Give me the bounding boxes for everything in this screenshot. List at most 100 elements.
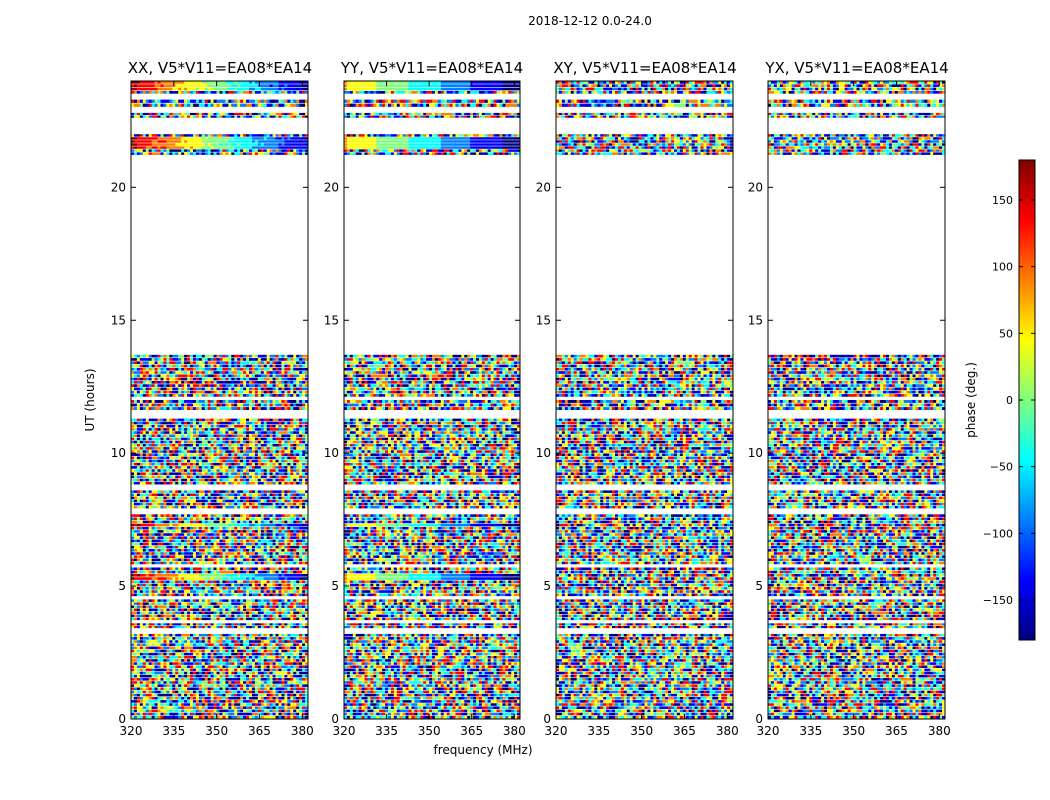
heatmap-cell bbox=[272, 552, 276, 555]
heatmap-cell bbox=[142, 662, 147, 665]
heatmap-cell bbox=[184, 640, 188, 643]
heatmap-cell bbox=[213, 421, 217, 425]
heatmap-cell bbox=[142, 459, 147, 463]
heatmap-cell bbox=[302, 599, 306, 602]
heatmap-cell bbox=[272, 573, 276, 577]
heatmap-cell bbox=[136, 523, 141, 527]
heatmap-cell bbox=[204, 715, 208, 719]
heatmap-cell bbox=[249, 555, 253, 558]
heatmap-cell bbox=[175, 693, 179, 697]
heatmap-cell bbox=[198, 539, 203, 543]
heatmap-cell bbox=[260, 530, 265, 533]
heatmap-cell bbox=[296, 536, 300, 539]
heatmap-cell bbox=[142, 681, 147, 684]
heatmap-cell bbox=[254, 637, 259, 640]
heatmap-cell bbox=[278, 608, 282, 611]
heatmap-cell bbox=[228, 671, 232, 675]
heatmap-cell bbox=[293, 567, 297, 571]
heatmap-cell bbox=[178, 542, 182, 546]
heatmap-cell bbox=[275, 570, 279, 574]
heatmap-cell bbox=[219, 450, 223, 453]
heatmap-cell bbox=[281, 428, 285, 431]
heatmap-cell bbox=[178, 646, 182, 650]
heatmap-cell bbox=[254, 542, 259, 546]
heatmap-cell bbox=[187, 462, 191, 466]
heatmap-cell bbox=[154, 447, 158, 450]
heatmap-cell bbox=[293, 577, 297, 580]
heatmap-cell bbox=[281, 533, 285, 536]
heatmap-cell bbox=[237, 561, 241, 565]
heatmap-cell bbox=[163, 703, 167, 706]
heatmap-cell bbox=[131, 646, 135, 650]
heatmap-cell bbox=[204, 542, 208, 546]
heatmap-cell bbox=[172, 693, 176, 697]
heatmap-cell bbox=[154, 617, 158, 621]
heatmap-cell bbox=[172, 690, 176, 694]
heatmap-cell bbox=[225, 703, 229, 706]
heatmap-cell bbox=[246, 659, 250, 662]
heatmap-cell bbox=[139, 523, 144, 527]
heatmap-cell bbox=[249, 437, 253, 441]
heatmap-cell bbox=[169, 706, 173, 709]
heatmap-cell bbox=[187, 443, 191, 447]
heatmap-cell bbox=[142, 462, 147, 466]
heatmap-cell bbox=[263, 614, 267, 618]
heatmap-cell bbox=[195, 659, 200, 662]
heatmap-cell bbox=[131, 533, 135, 536]
heatmap-cell bbox=[204, 687, 208, 691]
heatmap-cell bbox=[249, 418, 253, 422]
heatmap-cell bbox=[136, 447, 141, 450]
heatmap-cell bbox=[225, 456, 229, 460]
heatmap-cell bbox=[257, 434, 262, 438]
heatmap-cell bbox=[210, 526, 214, 530]
heatmap-cell bbox=[299, 633, 303, 637]
heatmap-cell bbox=[269, 580, 273, 584]
heatmap-cell bbox=[266, 424, 270, 428]
heatmap-cell bbox=[139, 517, 144, 521]
heatmap-cell bbox=[169, 608, 173, 611]
heatmap-cell bbox=[257, 696, 262, 700]
heatmap-cell bbox=[216, 586, 220, 590]
heatmap-cell bbox=[169, 712, 173, 716]
heatmap-cell bbox=[195, 640, 200, 643]
heatmap-cell bbox=[213, 590, 217, 593]
heatmap-cell bbox=[254, 662, 259, 665]
heatmap-cell bbox=[148, 608, 152, 611]
heatmap-cell bbox=[131, 684, 135, 687]
heatmap-cell bbox=[169, 517, 173, 521]
heatmap-cell bbox=[133, 542, 138, 546]
heatmap-cell bbox=[278, 542, 282, 546]
heatmap-cell bbox=[136, 652, 141, 656]
heatmap-cell bbox=[201, 570, 206, 574]
heatmap-cell bbox=[207, 623, 211, 626]
heatmap-cell bbox=[187, 649, 191, 653]
heatmap-cell bbox=[237, 599, 241, 602]
heatmap-cell bbox=[154, 517, 158, 521]
heatmap-cell bbox=[181, 466, 185, 469]
heatmap-cell bbox=[231, 652, 235, 656]
heatmap-cell bbox=[190, 655, 194, 659]
heatmap-cell bbox=[157, 539, 161, 543]
heatmap-cell bbox=[299, 443, 303, 447]
heatmap-cell bbox=[157, 655, 161, 659]
heatmap-cell bbox=[269, 424, 273, 428]
heatmap-cell bbox=[160, 655, 164, 659]
heatmap-cell bbox=[278, 428, 282, 431]
heatmap-cell bbox=[131, 640, 135, 643]
heatmap-cell bbox=[181, 549, 185, 552]
heatmap-cell bbox=[284, 586, 288, 590]
heatmap-cell bbox=[207, 443, 211, 447]
heatmap-cell bbox=[222, 545, 226, 549]
heatmap-cell bbox=[133, 517, 138, 521]
heatmap-cell bbox=[172, 499, 176, 503]
heatmap-cell bbox=[231, 623, 235, 626]
heatmap-cell bbox=[228, 514, 232, 517]
heatmap-cell bbox=[222, 655, 226, 659]
heatmap-cell bbox=[163, 678, 167, 681]
heatmap-cell bbox=[181, 490, 185, 493]
heatmap-cell bbox=[178, 580, 182, 584]
heatmap-cell bbox=[210, 617, 214, 621]
heatmap-cell bbox=[251, 431, 256, 434]
heatmap-cell bbox=[296, 637, 300, 640]
heatmap-cell bbox=[269, 545, 273, 549]
